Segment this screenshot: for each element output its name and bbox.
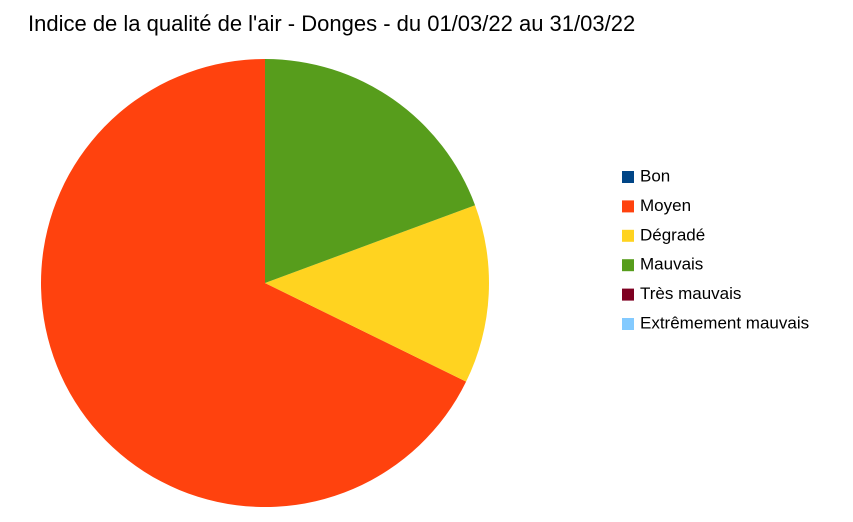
pie-slice xyxy=(41,59,467,508)
legend-swatch xyxy=(622,288,634,301)
chart-title: Indice de la qualité de l'air - Donges -… xyxy=(28,11,635,36)
legend-swatch xyxy=(622,259,634,272)
legend-swatch xyxy=(622,229,634,242)
legend-label: Mauvais xyxy=(640,255,703,274)
legend-swatch xyxy=(622,171,634,183)
legend-swatch xyxy=(622,318,634,330)
pie-slice xyxy=(265,205,490,382)
legend-label: Dégradé xyxy=(640,225,705,244)
legend-label: Moyen xyxy=(640,196,691,215)
legend-label: Bon xyxy=(640,166,670,185)
legend-label: Très mauvais xyxy=(640,284,741,303)
legend-swatch xyxy=(622,200,634,213)
legend-label: Extrêmement mauvais xyxy=(640,313,809,332)
pie-slice xyxy=(265,59,476,283)
